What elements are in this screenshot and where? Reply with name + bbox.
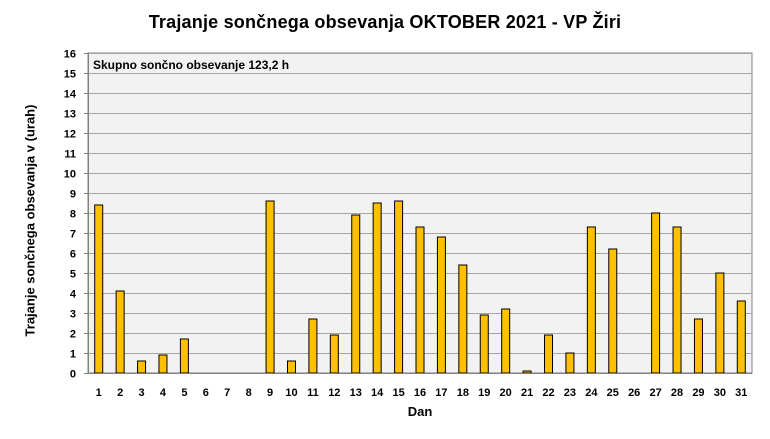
bar-day-27	[651, 212, 661, 374]
bar-day-13	[351, 214, 361, 374]
x-tick-label: 6	[203, 387, 209, 399]
y-tick-label: 15	[64, 69, 76, 81]
x-tick-label: 1	[96, 387, 102, 399]
x-tick-label: 15	[392, 387, 404, 399]
x-tick-label: 17	[435, 387, 447, 399]
x-tick-label: 22	[542, 387, 554, 399]
x-tick-label: 25	[607, 387, 619, 399]
x-axis-label: Dan	[407, 404, 433, 419]
bar-day-23	[565, 352, 575, 374]
bar-day-14	[372, 202, 382, 374]
y-tick-label: 5	[70, 269, 76, 281]
y-tick-label: 13	[64, 109, 76, 121]
y-tick-label: 8	[70, 209, 76, 221]
y-tick-label: 7	[70, 229, 76, 241]
x-tick-label: 21	[521, 387, 533, 399]
bar-day-18	[458, 264, 468, 374]
x-tick-label: 10	[285, 387, 297, 399]
y-tick-label: 3	[70, 309, 76, 321]
bar-day-28	[672, 226, 682, 374]
total-sunshine-annotation: Skupno sončno obsevanje 123,2 h	[93, 58, 289, 72]
bar-day-19	[479, 314, 489, 374]
bar-day-17	[436, 236, 446, 374]
y-tick-label: 0	[70, 369, 76, 381]
y-tick-label: 10	[64, 169, 76, 181]
x-tick-label: 20	[500, 387, 512, 399]
bar-day-1	[94, 204, 104, 374]
bar-day-4	[158, 354, 168, 374]
x-tick-label: 16	[414, 387, 426, 399]
x-tick-label: 8	[246, 387, 252, 399]
x-tick-label: 26	[628, 387, 640, 399]
x-tick-label: 7	[224, 387, 230, 399]
bar-day-16	[415, 226, 425, 374]
bar-day-22	[544, 334, 554, 374]
x-tick-label: 2	[117, 387, 123, 399]
x-tick-label: 29	[692, 387, 704, 399]
y-tick-label: 16	[64, 49, 76, 61]
x-tick-label: 23	[564, 387, 576, 399]
bar-day-2	[115, 290, 125, 374]
y-tick-label: 1	[70, 349, 76, 361]
x-tick-label: 28	[671, 387, 683, 399]
x-tick-label: 19	[478, 387, 490, 399]
x-tick-label: 11	[307, 387, 319, 399]
bar-day-20	[501, 308, 511, 374]
bar-day-3	[137, 360, 147, 374]
x-tick-label: 9	[267, 387, 273, 399]
x-tick-label: 4	[160, 387, 167, 399]
x-tick-label: 13	[350, 387, 362, 399]
bar-day-25	[608, 248, 618, 374]
x-tick-label: 12	[328, 387, 340, 399]
x-tick-label: 14	[371, 387, 384, 399]
x-tick-label: 30	[714, 387, 726, 399]
y-tick-label: 12	[64, 129, 76, 141]
y-tick-label: 14	[64, 89, 77, 101]
x-tick-label: 3	[138, 387, 144, 399]
x-tick-label: 24	[585, 387, 598, 399]
y-tick-label: 2	[70, 329, 76, 341]
y-tick-label: 6	[70, 249, 76, 261]
bar-day-21	[522, 370, 532, 374]
bar-day-5	[179, 338, 189, 374]
bar-day-30	[715, 272, 725, 374]
bar-day-29	[693, 318, 703, 374]
bar-day-12	[329, 334, 339, 374]
bar-day-31	[736, 300, 746, 374]
chart-title: Trajanje sončnega obsevanja OKTOBER 2021…	[148, 12, 622, 32]
bar-day-10	[286, 360, 296, 374]
bar-day-11	[308, 318, 318, 374]
x-tick-label: 31	[735, 387, 747, 399]
x-tick-label: 27	[649, 387, 661, 399]
bar-day-15	[394, 200, 404, 374]
bar-day-24	[586, 226, 596, 374]
x-tick-label: 18	[457, 387, 469, 399]
y-tick-label: 11	[64, 149, 76, 161]
x-tick-label: 5	[181, 387, 187, 399]
y-tick-label: 9	[70, 189, 76, 201]
y-tick-label: 4	[70, 289, 77, 301]
bar-day-9	[265, 200, 275, 374]
